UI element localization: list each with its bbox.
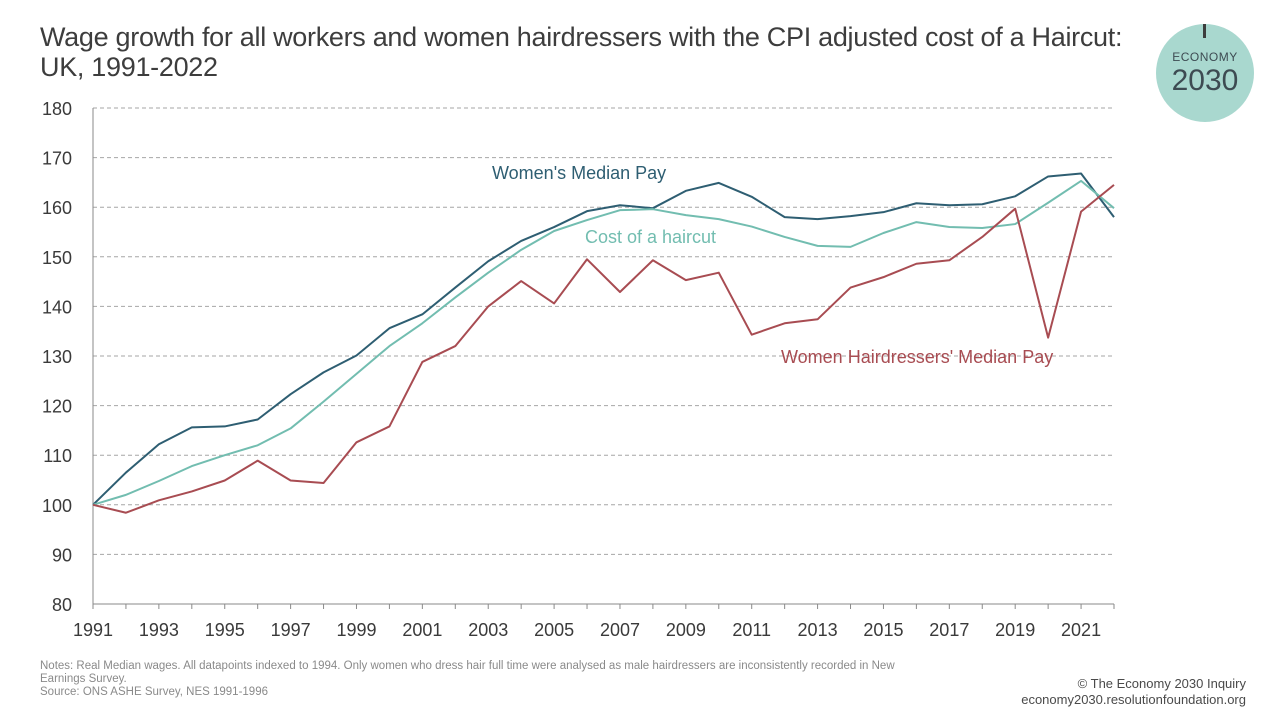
y-tick-label: 180 — [42, 99, 72, 119]
chart-title-line2: UK, 1991-2022 — [40, 52, 218, 82]
x-tick-label: 2019 — [995, 620, 1035, 640]
x-tick-label: 1993 — [139, 620, 179, 640]
notes-line1: Notes: Real Median wages. All datapoints… — [40, 660, 895, 672]
logo-tick-mark — [1203, 24, 1206, 38]
y-tick-label: 170 — [42, 149, 72, 169]
series-line-2 — [92, 184, 1115, 514]
y-tick-label: 160 — [42, 198, 72, 218]
source-note: Source: ONS ASHE Survey, NES 1991-1996 — [40, 686, 268, 698]
x-tick-labels: 1991 1993 1995 1997 1999 2001 2003 2005 2007 2009… — [73, 620, 1101, 640]
y-tick-label: 150 — [42, 248, 72, 268]
y-tick-label: 140 — [42, 297, 72, 317]
x-tick-label: 2021 — [1061, 620, 1101, 640]
credit-line1: © The Economy 2030 Inquiry — [1077, 676, 1246, 691]
x-tick-label: 2001 — [402, 620, 442, 640]
logo-line1: ECONOMY — [1172, 50, 1238, 64]
x-tick-label: 2003 — [468, 620, 508, 640]
credit: © The Economy 2030 Inquiry economy2030.r… — [1021, 676, 1246, 708]
series-lines — [92, 172, 1115, 514]
economy-2030-logo: ECONOMY 2030 — [1156, 24, 1254, 122]
y-tick-label: 80 — [52, 595, 72, 615]
notes-line2: Earnings Survey. — [40, 673, 127, 685]
x-tick-label: 2011 — [732, 620, 771, 640]
x-tick-label: 2013 — [798, 620, 838, 640]
x-tick-label: 2017 — [929, 620, 969, 640]
series-line-1 — [92, 179, 1115, 506]
chart-title: Wage growth for all workers and women ha… — [40, 22, 1150, 82]
y-tick-label: 100 — [42, 496, 72, 516]
x-tick-label: 2005 — [534, 620, 574, 640]
chart-notes: Notes: Real Median wages. All datapoints… — [40, 660, 1040, 699]
series-label-womens-median-pay: Women's Median Pay — [492, 163, 666, 183]
series-label-women-hairdressers-pay: Women Hairdressers' Median Pay — [781, 347, 1053, 367]
series-line-0 — [92, 172, 1115, 506]
y-tick-labels: 80 90 100 110 120 130 140 150 160 170 180 — [42, 99, 72, 615]
y-tick-label: 130 — [42, 347, 72, 367]
x-tick-label: 2009 — [666, 620, 706, 640]
chart-title-line1: Wage growth for all workers and women ha… — [40, 22, 1123, 52]
x-tick-label: 1991 — [73, 620, 113, 640]
credit-url: economy2030.resolutionfoundation.org — [1021, 692, 1246, 707]
x-tick-label: 2015 — [863, 620, 903, 640]
axes — [92, 108, 1115, 609]
y-tick-label: 110 — [43, 446, 72, 466]
grid-lines — [93, 107, 1114, 555]
x-tick-label: 1997 — [271, 620, 311, 640]
logo-line2: 2030 — [1171, 64, 1239, 97]
x-tick-label: 1999 — [336, 620, 376, 640]
x-tick-label: 2007 — [600, 620, 640, 640]
y-tick-label: 90 — [52, 545, 72, 565]
series-label-cost-of-haircut: Cost of a haircut — [585, 227, 716, 247]
y-tick-label: 120 — [42, 397, 72, 417]
x-tick-label: 1995 — [205, 620, 245, 640]
